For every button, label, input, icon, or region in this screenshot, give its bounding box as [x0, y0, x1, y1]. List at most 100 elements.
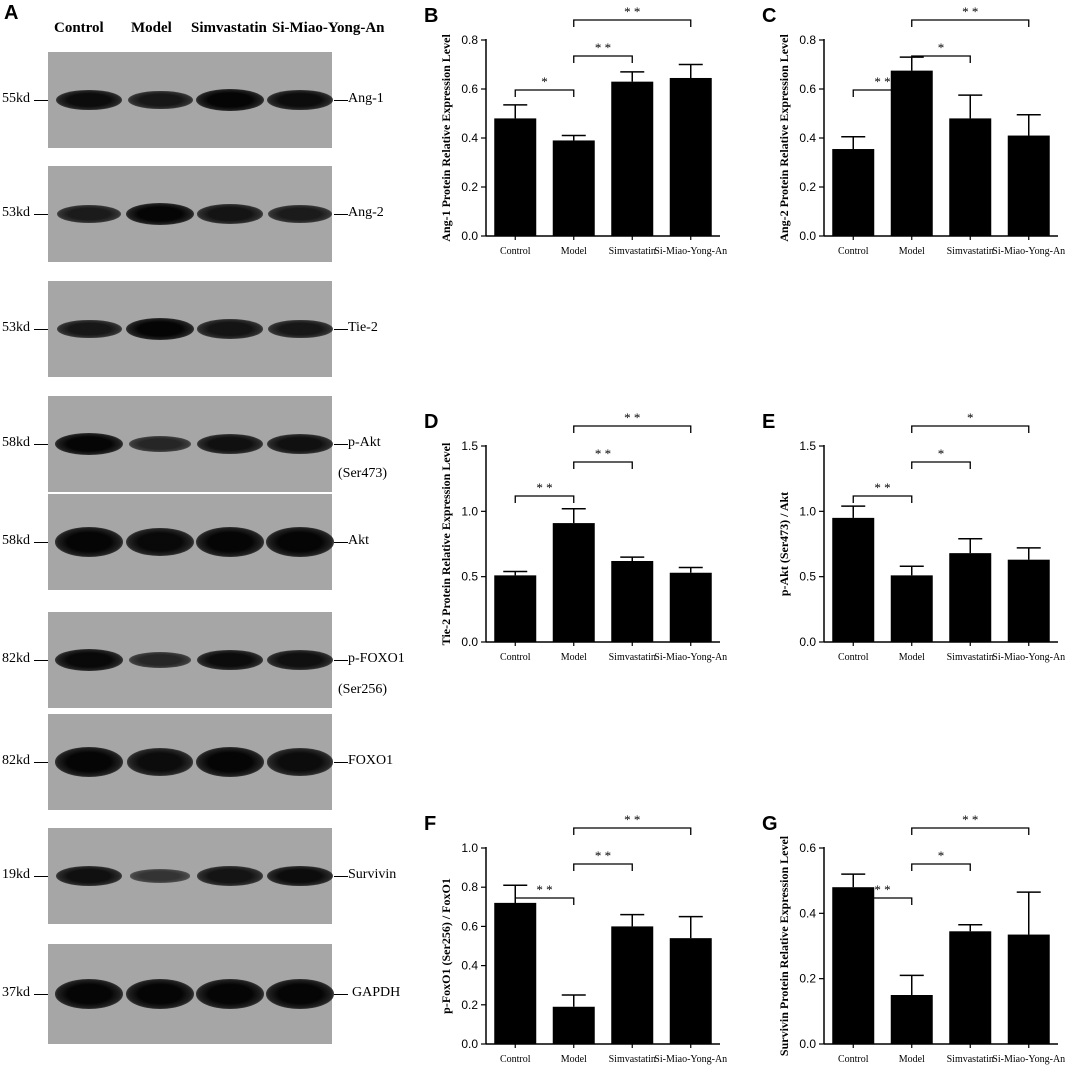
- y-tick-label-g: 0.4: [799, 906, 816, 920]
- significance-label-e-2: *: [967, 410, 974, 425]
- y-tick-label-d: 0.0: [461, 635, 478, 649]
- chart-b: B 0.0 0.2 0.4 0.6 0.8 Ang-1 Protein Relative E…: [424, 4, 727, 257]
- significance-bracket-b-0: [514, 89, 575, 97]
- x-tick-label-d-1: Model: [561, 652, 587, 663]
- panel-label-b: B: [424, 5, 438, 27]
- significance-bracket-e-0: [852, 495, 913, 503]
- lane-header-simvastatin: Simvastatin: [191, 20, 267, 36]
- significance-label-c-0: * *: [874, 74, 890, 89]
- protein-tick-survivin: [334, 876, 348, 877]
- y-tick-label-g: 0.2: [799, 972, 816, 986]
- y-tick-label-f: 1.0: [461, 841, 478, 855]
- significance-label-f-0: * *: [536, 882, 552, 897]
- blot-strip-p-akt: [48, 396, 334, 492]
- bar-b-3: [669, 77, 712, 236]
- blot-strip-foxo1: [48, 714, 334, 810]
- band-ang-2-lane-1: [56, 204, 122, 224]
- significance-bracket-g-0: [852, 897, 913, 905]
- band-p-foxo1-lane-1: [55, 649, 123, 671]
- significance-bracket-f-1: [573, 863, 633, 871]
- significance-label-c-2: * *: [962, 4, 978, 19]
- x-tick-label-e-2: Simvastatin: [947, 652, 994, 663]
- panel-label-d: D: [424, 411, 438, 433]
- significance-label-d-1: * *: [595, 446, 611, 461]
- bar-g-2: [949, 931, 992, 1044]
- protein-tick-foxo1: [334, 762, 348, 763]
- significance-label-b-0: *: [541, 74, 548, 89]
- y-tick-label-b: 0.8: [461, 33, 478, 47]
- y-tick-label-e: 0.0: [799, 635, 816, 649]
- x-tick-label-g-3: Si-Miao-Yong-An: [992, 1054, 1065, 1065]
- x-tick-label-g-1: Model: [899, 1054, 925, 1065]
- bar-d-3: [669, 572, 712, 642]
- significance-label-f-2: * *: [624, 812, 640, 827]
- protein-label-tie-2: Tie-2: [348, 320, 378, 335]
- y-tick-label-f: 0.2: [461, 998, 478, 1012]
- x-tick-label-e-0: Control: [838, 652, 869, 663]
- bar-f-0: [494, 902, 537, 1044]
- bar-e-0: [832, 517, 875, 642]
- bar-e-2: [949, 553, 992, 642]
- y-tick-label-e: 1.5: [799, 439, 816, 453]
- protein-tick-ang-2: [334, 214, 348, 215]
- x-tick-label-d-2: Simvastatin: [609, 652, 656, 663]
- lane-header-si-miao-yong-an: Si-Miao-Yong-An: [272, 20, 385, 36]
- y-tick-label-f: 0.8: [461, 880, 478, 894]
- lane-header-model: Model: [131, 20, 172, 36]
- bar-g-3: [1007, 934, 1050, 1044]
- band-gapdh-lane-1: [55, 979, 123, 1009]
- y-tick-label-b: 0.2: [461, 180, 478, 194]
- x-tick-label-e-3: Si-Miao-Yong-An: [992, 652, 1065, 663]
- significance-label-d-2: * *: [624, 410, 640, 425]
- band-akt-lane-3: [196, 527, 264, 557]
- band-survivin-lane-1: [55, 865, 123, 887]
- significance-label-b-1: * *: [595, 40, 611, 55]
- significance-bracket-d-0: [514, 495, 575, 503]
- protein-label-akt: Akt: [348, 533, 369, 548]
- significance-bracket-b-2: [573, 19, 692, 27]
- significance-bracket-e-1: [911, 461, 971, 469]
- protein-label-survivin: Survivin: [348, 867, 397, 882]
- x-tick-label-c-1: Model: [899, 246, 925, 257]
- panel-label-e: E: [762, 411, 775, 433]
- chart-g: G 0.0 0.2 0.4 0.6 Survivin Protein Relative E…: [762, 812, 1065, 1065]
- protein-label-gapdh: GAPDH: [352, 985, 401, 1000]
- bar-d-1: [552, 523, 595, 642]
- y-axis-label-g: Survivin Protein Relative Expression Lev…: [777, 835, 791, 1056]
- x-tick-label-f-0: Control: [500, 1054, 531, 1065]
- band-gapdh-lane-4: [266, 979, 334, 1009]
- significance-label-e-1: *: [938, 446, 945, 461]
- band-ang-1-lane-3: [196, 88, 264, 112]
- y-tick-label-e: 0.5: [799, 570, 816, 584]
- protein-label-p-akt: p-Akt: [348, 435, 381, 450]
- x-tick-label-b-2: Simvastatin: [609, 246, 656, 257]
- protein-tick-gapdh: [334, 994, 348, 995]
- band-ang-1-lane-1: [55, 89, 123, 111]
- y-tick-label-b: 0.6: [461, 82, 478, 96]
- blot-strip-survivin: [48, 828, 334, 924]
- band-akt-lane-2: [126, 527, 194, 557]
- blot-strip-ang-2: [48, 166, 333, 262]
- kd-label-p-foxo1: 82kd: [2, 651, 30, 666]
- blot-strip-p-foxo1: [48, 612, 334, 708]
- band-foxo1-lane-3: [196, 747, 264, 777]
- significance-bracket-c-0: [852, 89, 913, 97]
- significance-label-g-0: * *: [874, 882, 890, 897]
- y-tick-label-d: 1.0: [461, 504, 478, 518]
- panel-label-g: G: [762, 813, 778, 835]
- x-tick-label-f-1: Model: [561, 1054, 587, 1065]
- bar-g-1: [890, 995, 933, 1044]
- y-tick-label-c: 0.0: [799, 229, 816, 243]
- band-p-foxo1-lane-4: [266, 649, 334, 671]
- significance-label-e-0: * *: [874, 480, 890, 495]
- band-akt-lane-1: [55, 527, 123, 557]
- x-tick-label-b-1: Model: [561, 246, 587, 257]
- kd-tick-p-foxo1: [34, 660, 48, 661]
- significance-label-d-0: * *: [536, 480, 552, 495]
- y-axis-label-d: Tie-2 Protein Relative Expression Level: [439, 442, 453, 645]
- band-p-akt-lane-1: [55, 432, 123, 456]
- protein-tick-p-foxo1: [334, 660, 348, 661]
- y-tick-label-f: 0.0: [461, 1037, 478, 1051]
- protein-label-ang-2: Ang-2: [348, 205, 384, 220]
- bar-c-3: [1007, 135, 1050, 236]
